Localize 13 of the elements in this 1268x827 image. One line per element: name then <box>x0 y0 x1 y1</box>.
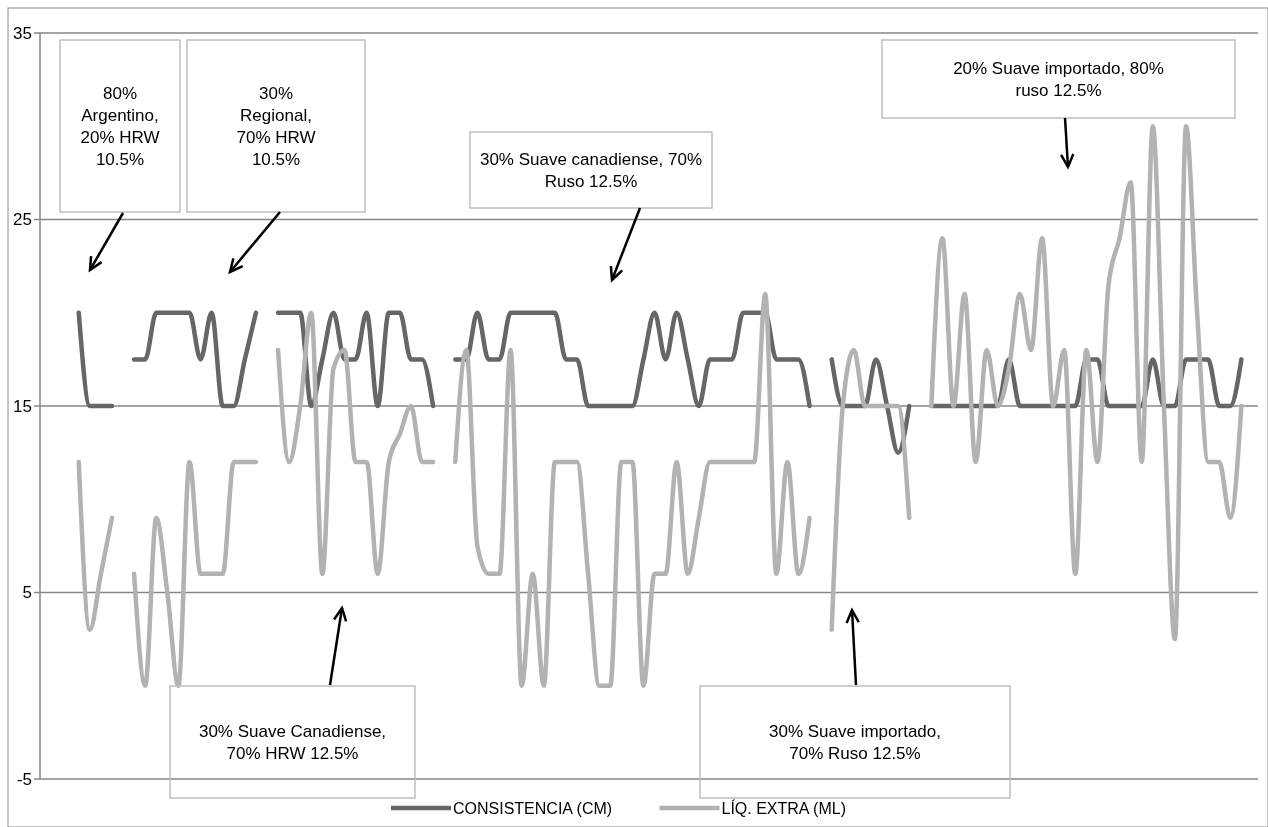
annotation: 30% Suave canadiense, 70% Ruso 12.5% <box>479 149 703 191</box>
annotation: 80% Argentino, 20% HRW 10.5% <box>80 83 160 169</box>
annotation: 20% Suave importado, 80% ruso 12.5% <box>953 58 1164 100</box>
y-tick-label: -5 <box>16 769 32 789</box>
legend-label: LÍQ. EXTRA (ML) <box>721 798 846 817</box>
y-tick-label: 25 <box>13 210 32 230</box>
annotation: 30% Suave Canadiense, 70% HRW 12.5% <box>198 721 387 763</box>
annotation: 30% Regional, 70% HRW 10.5% <box>236 83 316 169</box>
legend-label: CONSISTENCIA (CM) <box>453 799 613 817</box>
y-tick-label: 35 <box>13 23 32 43</box>
y-tick-label: 15 <box>13 396 32 416</box>
annotation: 30% Suave importado, 70% Ruso 12.5% <box>769 721 941 763</box>
y-tick-label: 5 <box>22 583 32 603</box>
